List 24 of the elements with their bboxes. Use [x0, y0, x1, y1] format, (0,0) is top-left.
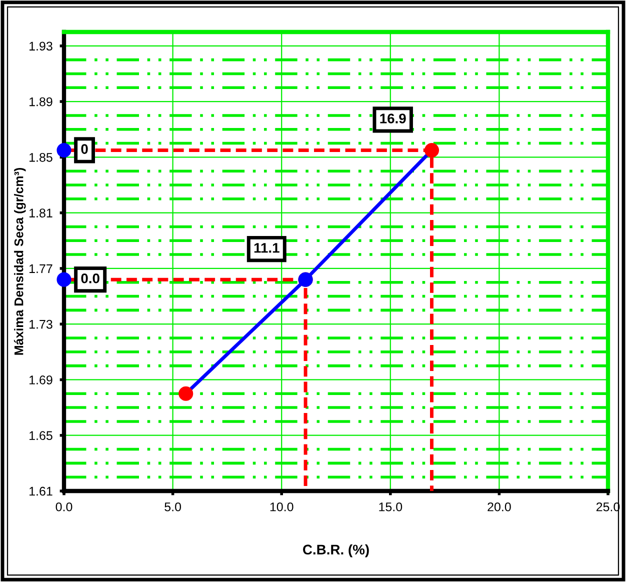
y-tick-label: 1.69 — [30, 376, 52, 384]
point — [56, 142, 72, 158]
annotation: 11.1 — [254, 243, 280, 253]
x-tick-label: 5.0 — [164, 502, 181, 512]
annotation: 0.0 — [81, 273, 100, 284]
x-tick-label: 0.0 — [56, 502, 72, 512]
point — [178, 386, 194, 401]
annotation: 16.9 — [380, 114, 406, 124]
y-tick-label: 1.93 — [30, 42, 52, 51]
y-tick-label: 1.73 — [30, 320, 52, 329]
y-axis-title: Máxima Densidad Seca (gr/cm³) — [14, 168, 26, 355]
x-axis-title: C.B.R. (%) — [303, 544, 369, 558]
point — [424, 142, 440, 158]
y-tick-label: 1.85 — [30, 152, 52, 162]
y-tick-label: 1.89 — [30, 97, 52, 106]
y-tick-label: 1.61 — [30, 486, 52, 496]
x-tick-label: 10.0 — [270, 502, 294, 512]
y-tick-label: 1.65 — [30, 431, 52, 440]
y-tick-label: 1.77 — [30, 264, 52, 273]
x-tick-label: 20.0 — [488, 502, 511, 512]
x-tick-label: 15.0 — [379, 502, 402, 512]
point — [56, 272, 72, 287]
y-tick-label: 1.81 — [30, 208, 52, 218]
annotation: 0 — [81, 144, 88, 154]
